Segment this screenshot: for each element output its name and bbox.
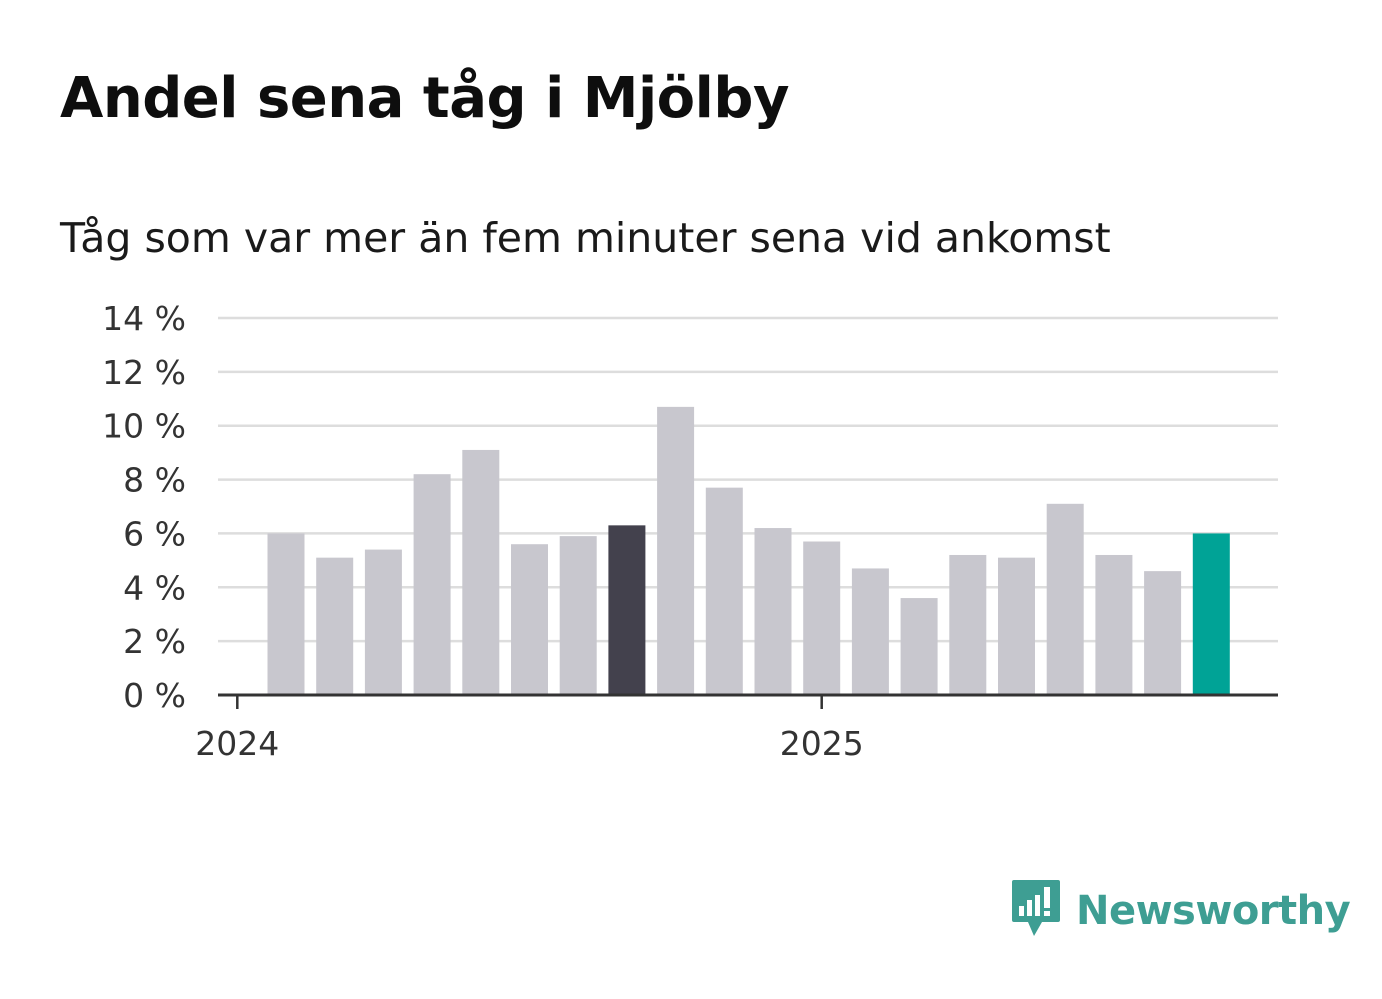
y-axis-ticks: 0 % 2 % 4 % 6 % 8 % 10 % 12 % 14 %	[102, 299, 186, 715]
y-tick-label: 6 %	[123, 514, 186, 553]
y-tick-label: 10 %	[102, 407, 186, 446]
bar	[1046, 503, 1084, 695]
bar	[705, 487, 743, 695]
bar	[657, 406, 695, 695]
chart-subtitle: Tåg som var mer än fem minuter sena vid …	[60, 214, 1111, 262]
bar	[754, 528, 792, 695]
y-tick-label: 8 %	[123, 461, 186, 500]
bar	[803, 541, 841, 695]
bar	[1144, 571, 1182, 695]
y-tick-label: 0 %	[123, 676, 186, 715]
y-tick-label: 4 %	[123, 568, 186, 607]
brand-logo: Newsworthy	[1010, 878, 1351, 944]
y-tick-label: 14 %	[102, 299, 186, 338]
bar-chart: 0 % 2 % 4 % 6 % 8 % 10 % 12 % 14 % 2024 2025	[102, 299, 1278, 763]
bar	[998, 557, 1035, 695]
bar	[1192, 533, 1230, 695]
x-tick-label: 2025	[780, 724, 864, 763]
y-tick-label: 12 %	[102, 353, 186, 392]
x-tick-label: 2024	[195, 724, 279, 763]
bar	[900, 598, 938, 695]
x-axis-ticks: 2024 2025	[195, 695, 864, 763]
chart-title: Andel sena tåg i Mjölby	[60, 66, 789, 131]
bar	[949, 554, 987, 695]
bar	[316, 557, 354, 695]
bar	[462, 449, 500, 695]
y-tick-label: 2 %	[123, 622, 186, 661]
bar	[413, 474, 451, 695]
bar	[364, 549, 402, 695]
bar	[608, 525, 646, 695]
bar	[851, 568, 889, 695]
bar	[267, 533, 305, 695]
bars	[267, 406, 1230, 695]
bar	[559, 536, 597, 695]
bar	[511, 544, 548, 695]
brand-name: Newsworthy	[1076, 888, 1351, 934]
newsworthy-logo-icon	[1010, 878, 1062, 944]
bar	[1095, 554, 1133, 695]
